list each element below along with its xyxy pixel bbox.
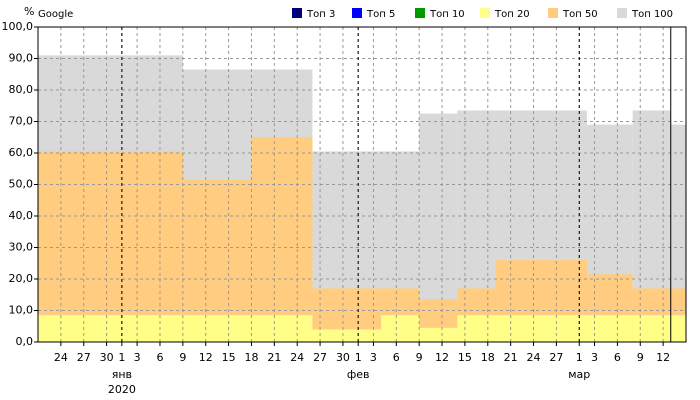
y-tick-label: 0,0 [16,335,34,348]
x-tick-label: 27 [313,351,327,364]
x-tick-label: 24 [527,351,541,364]
x-tick-label: 3 [134,351,141,364]
x-tick-label: 21 [267,351,281,364]
x-tick-label: 27 [77,351,91,364]
month-label: янв [112,368,132,381]
x-tick-label: 3 [370,351,377,364]
y-tick-label: 50,0 [9,178,34,191]
y-tick-label: 60,0 [9,146,34,159]
y-tick-label: 20,0 [9,272,34,285]
x-tick-label: 24 [290,351,304,364]
year-label: 2020 [108,383,136,396]
area-step [457,315,496,342]
x-tick-label: 27 [549,351,563,364]
area-step [632,315,671,342]
area-step [670,315,686,342]
x-tick-label: 12 [656,351,670,364]
area-step [251,315,313,342]
area-step [586,315,633,342]
y-tick-label: 40,0 [9,209,34,222]
area-step [182,315,252,342]
area-step [670,124,686,343]
y-tick-label: 70,0 [9,115,34,128]
y-tick-label: 10,0 [9,304,34,317]
legend-swatch [548,8,558,18]
x-tick-label: 9 [416,351,423,364]
x-tick-label: 1 [355,351,362,364]
chart-title: Google [38,9,73,20]
area-step [38,151,183,342]
x-tick-label: 15 [222,351,236,364]
x-tick-label: 6 [156,351,163,364]
x-tick-label: 15 [458,351,472,364]
x-tick-label: 30 [336,351,350,364]
y-tick-label: 80,0 [9,83,34,96]
y-tick-label: 90,0 [9,52,34,65]
legend-label: Топ 50 [562,9,598,20]
legend-swatch [352,8,362,18]
x-tick-label: 12 [199,351,213,364]
y-unit: % [24,5,34,18]
area-step [495,315,587,342]
x-tick-label: 18 [481,351,495,364]
area-step [381,315,420,342]
x-tick-label: 1 [118,351,125,364]
x-tick-label: 30 [100,351,114,364]
area-step [312,329,382,342]
x-tick-label: 9 [637,351,644,364]
area-step [38,315,183,342]
legend-label: Топ 10 [429,9,465,20]
x-tick-label: 18 [244,351,258,364]
x-tick-label: 3 [591,351,598,364]
x-tick-label: 1 [576,351,583,364]
x-tick-label: 6 [614,351,621,364]
plot-frame [37,26,687,343]
legend-label: Топ 3 [306,9,335,20]
y-tick-label: 30,0 [9,241,34,254]
legend-swatch [415,8,425,18]
legend-label: Топ 5 [366,9,395,20]
area-step [182,179,252,342]
legend-label: Топ 20 [494,9,530,20]
x-tick-label: 9 [179,351,186,364]
legend-swatch [617,8,627,18]
legend-swatch [480,8,490,18]
area-step [251,137,313,342]
month-label: фев [347,368,370,381]
area-step [419,327,458,342]
legend-swatch [292,8,302,18]
x-tick-label: 21 [504,351,518,364]
month-label: мар [568,368,590,381]
x-tick-label: 6 [393,351,400,364]
x-tick-label: 12 [435,351,449,364]
legend-label: Топ 100 [631,9,673,20]
x-tick-label: 24 [54,351,68,364]
y-tick-label: 100,0 [2,20,34,33]
